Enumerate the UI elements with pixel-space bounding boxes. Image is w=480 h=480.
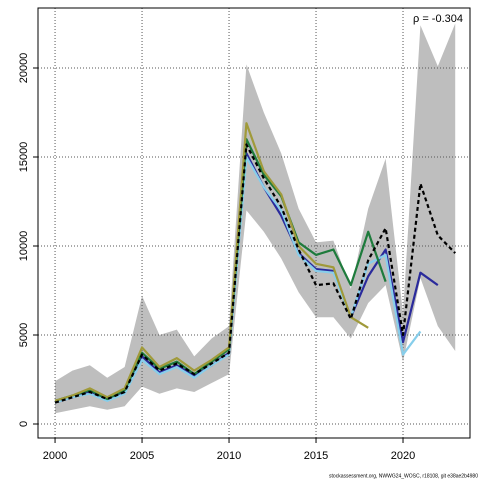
x-tick-label: 2000 — [43, 450, 67, 462]
x-tick-label: 2015 — [304, 450, 328, 462]
x-tick-label: 2020 — [391, 450, 415, 462]
plot-frame — [37, 7, 471, 439]
confidence-band — [55, 23, 456, 414]
y-tick-label: 0 — [18, 421, 30, 427]
y-tick-label: 5000 — [18, 323, 30, 347]
y-tick-label: 10000 — [18, 231, 30, 262]
y-tick-label: 15000 — [18, 142, 30, 173]
series-line — [54, 143, 456, 404]
x-tick-label: 2005 — [130, 450, 154, 462]
footer: stockassessment.org, NWWG24_WOSC, r18108… — [329, 473, 478, 479]
annotation: ρ = -0.304 — [413, 13, 463, 25]
series-line — [54, 122, 369, 402]
x-tick-label: 2010 — [217, 450, 241, 462]
y-tick-label: 20000 — [18, 53, 30, 84]
